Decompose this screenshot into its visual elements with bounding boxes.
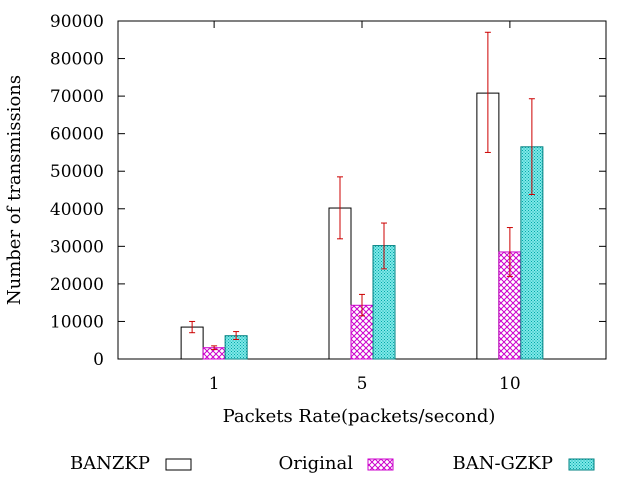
y-tick-label: 90000 [50, 12, 104, 32]
y-tick-label: 0 [93, 350, 104, 370]
y-tick-label: 10000 [50, 312, 104, 332]
legend-label: BAN-GZKP [452, 453, 553, 474]
y-tick-label: 70000 [50, 87, 104, 107]
x-tick-label: 10 [499, 374, 521, 394]
legend-swatch [367, 458, 394, 471]
x-axis-title: Packets Rate(packets/second) [223, 406, 496, 427]
x-tick-label: 1 [209, 374, 220, 394]
y-tick-label: 40000 [50, 200, 104, 220]
y-axis-title: Number of transmissions [4, 75, 25, 305]
plot-area: 0 10000 20000 30000 40000 50000 60000 70000 8000… [50, 12, 607, 394]
x-tick-label: 5 [357, 374, 368, 394]
legend-label: Original [279, 453, 354, 474]
legend-label: BANZKP [70, 453, 150, 474]
legend-swatch [165, 458, 192, 471]
y-tick-label: 30000 [50, 237, 104, 257]
y-tick-label: 80000 [50, 50, 104, 70]
legend-swatch [568, 458, 595, 471]
y-tick-label: 60000 [50, 125, 104, 145]
legend: BANZKP Original BAN-GZKP [70, 453, 595, 474]
y-tick-label: 50000 [50, 162, 104, 182]
y-tick-label: 20000 [50, 275, 104, 295]
